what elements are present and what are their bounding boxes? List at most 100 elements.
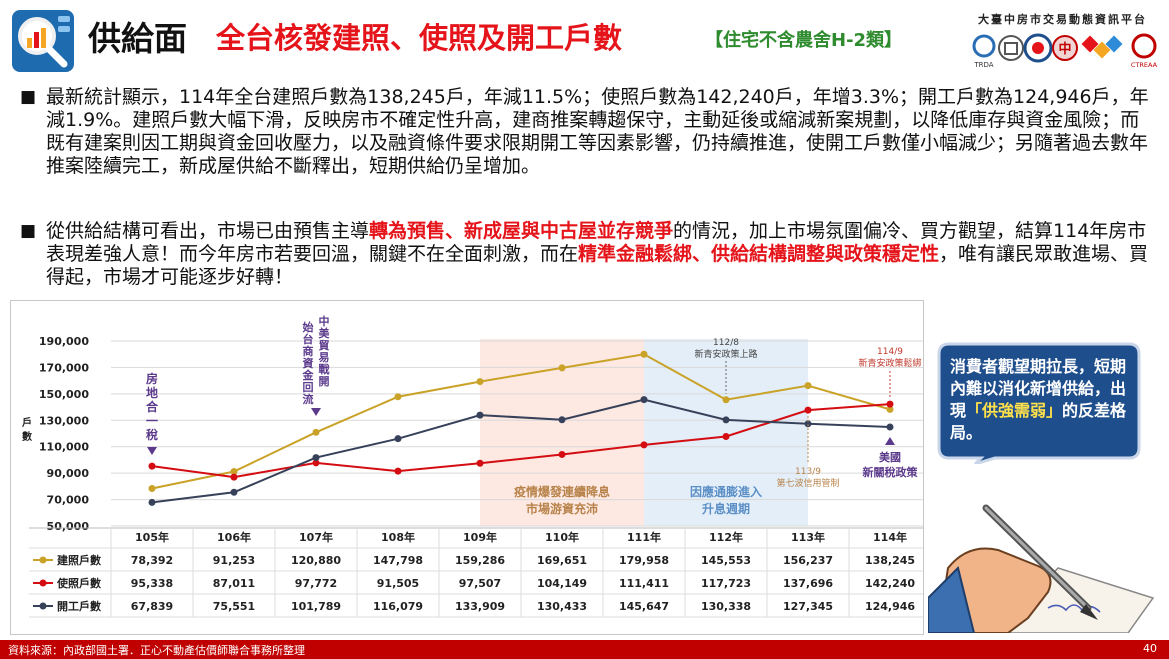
y-axis-label: 戶 (22, 416, 32, 429)
data-point (722, 396, 730, 404)
data-point (312, 454, 320, 462)
hand-writing-illustration (928, 504, 1155, 633)
annotation-trade-war: 貿 (319, 338, 330, 352)
data-label: 97,507 (459, 577, 501, 590)
shaded-region-label-1b: 市場游資充沛 (526, 501, 598, 516)
annotation-us-tariff-2: 新關稅政策 (863, 465, 919, 479)
data-point (476, 411, 484, 419)
annotation-trade-war: 流 (303, 392, 314, 406)
data-label: 127,345 (783, 600, 833, 613)
data-point (722, 433, 730, 441)
p2-seg2: 的情況，加上市場氛圍偏冷、買方觀望，結算114年房市表現差強人意！而今年房市若要… (46, 220, 1147, 265)
annotation-house-land-tax: 稅 (146, 427, 158, 442)
partner-logos: TRDA 中 CTREAA (972, 33, 1158, 69)
annotation-113-text: 第七波信用管制 (776, 477, 839, 489)
data-point (148, 498, 156, 506)
data-point (804, 382, 812, 390)
data-point (312, 459, 320, 467)
data-point (476, 459, 484, 467)
annotation-trade-war: 中 (319, 314, 330, 328)
data-point (558, 416, 566, 424)
data-point (476, 378, 484, 386)
annotation-trade-war: 美 (319, 326, 331, 340)
data-label: 78,392 (131, 554, 173, 567)
data-point (394, 435, 402, 443)
bullet-paragraph-1: ■ 最新統計顯示，114年全台建照戶數為138,245戶，年減11.5%；使照戶… (20, 86, 1158, 178)
p2-seg1: 從供給結構可看出，市場已由預售主導 (46, 220, 370, 242)
data-label: 95,338 (131, 577, 173, 590)
title-note: 【住宅不含農舍H-2類】 (705, 30, 903, 51)
data-label: 104,149 (537, 577, 587, 590)
speech-bubble (937, 342, 1141, 464)
data-label: 97,772 (295, 577, 337, 590)
x-tick-label: 111年 (627, 530, 661, 544)
y-tick-label: 70,000 (47, 494, 90, 507)
annotation-house-land-tax: 一 (146, 414, 158, 428)
data-point (886, 400, 894, 408)
ctreaa-logo-text: CTREAA (1131, 61, 1158, 69)
data-label: 117,723 (701, 577, 751, 590)
annotation-113-date: 113/9 (795, 467, 821, 477)
annotation-trade-war: 戰 (319, 362, 330, 376)
trda-logo-text: TRDA (973, 61, 993, 69)
data-point (230, 488, 238, 496)
data-point (148, 484, 156, 492)
data-point (148, 462, 156, 470)
legend-marker (39, 602, 47, 610)
callout-text: 消費者觀望期拉長，短期內難以消化新增供給，出現「供強需弱」的反差格局。 (950, 356, 1130, 444)
y-tick-label: 110,000 (39, 441, 89, 454)
legend-label: 開工戶數 (57, 599, 101, 613)
triangle-marker-icon (311, 408, 321, 416)
paragraph-2-text: 從供給結構可看出，市場已由預售主導轉為預售、新成屋與中古屋並存競爭的情況，加上市… (46, 220, 1158, 289)
page-title: 供給面 (88, 19, 187, 58)
annotation-114-date: 114/9 (877, 347, 903, 357)
annotation-us-tariff-1: 美國 (879, 450, 901, 464)
x-tick-label: 112年 (709, 530, 743, 544)
data-label: 75,551 (213, 600, 255, 613)
data-label: 137,696 (783, 577, 833, 590)
bullet-square-icon: ■ (20, 221, 37, 241)
data-point (640, 396, 648, 404)
annotation-house-land-tax: 房 (146, 371, 158, 386)
annotation-112-text: 新青安政策上路 (694, 348, 757, 360)
data-label: 130,433 (537, 600, 587, 613)
data-label: 124,946 (865, 600, 915, 613)
callout-line1: 消費者觀望期拉長，短期內難以消化新增供給，出現 (950, 357, 1127, 420)
colorful-logo-icon (1081, 35, 1123, 59)
ctreaa-logo-icon: CTREAA (1131, 33, 1158, 69)
x-tick-label: 108年 (381, 530, 415, 544)
data-label: 91,253 (213, 554, 255, 567)
bullet-square-icon: ■ (20, 87, 37, 107)
callout-highlight: 「供強需弱」 (966, 401, 1063, 420)
series-line-2 (151, 403, 891, 479)
annotation-trade-war: 易 (319, 351, 330, 364)
data-point (558, 450, 566, 458)
legend-marker (39, 579, 47, 587)
footer-bar: 資料來源：內政部國土署．正心不動產估價師聯合事務所整理 40 (0, 640, 1169, 659)
p2-highlight-2: 精準金融鬆綁、供給結構調整與政策穩定性 (578, 243, 940, 265)
y-tick-label: 130,000 (39, 414, 89, 427)
y-tick-label: 190,000 (39, 335, 89, 348)
data-label: 145,647 (619, 600, 669, 613)
data-point (230, 473, 238, 481)
paragraph-1-text: 最新統計顯示，114年全台建照戶數為138,245戶，年減11.5%；使照戶數為… (46, 86, 1149, 177)
data-label: 111,411 (619, 577, 669, 590)
association-logo-icon: 中 (1052, 35, 1078, 61)
data-label: 67,839 (131, 600, 173, 613)
data-label: 116,079 (373, 600, 423, 613)
series-line-1 (151, 353, 891, 490)
triangle-marker-icon (885, 437, 895, 445)
magnifier-chart-logo-icon (12, 10, 74, 72)
legend-label: 建照戶數 (57, 553, 101, 567)
gov-emblem-icon (1023, 33, 1053, 63)
y-tick-label: 90,000 (47, 467, 90, 480)
data-label: 91,505 (377, 577, 419, 590)
data-point (640, 350, 648, 358)
shaded-region-label-2b: 升息週期 (702, 501, 750, 516)
p2-seg3: ，唯有讓民眾敢進場、買得起，市場才可能逐步好轉！ (46, 243, 1149, 288)
data-point (886, 423, 894, 431)
data-point (394, 467, 402, 475)
annotation-trade-war: 資 (303, 356, 314, 370)
x-tick-label: 110年 (545, 530, 579, 544)
y-axis-label: 數 (22, 430, 32, 443)
